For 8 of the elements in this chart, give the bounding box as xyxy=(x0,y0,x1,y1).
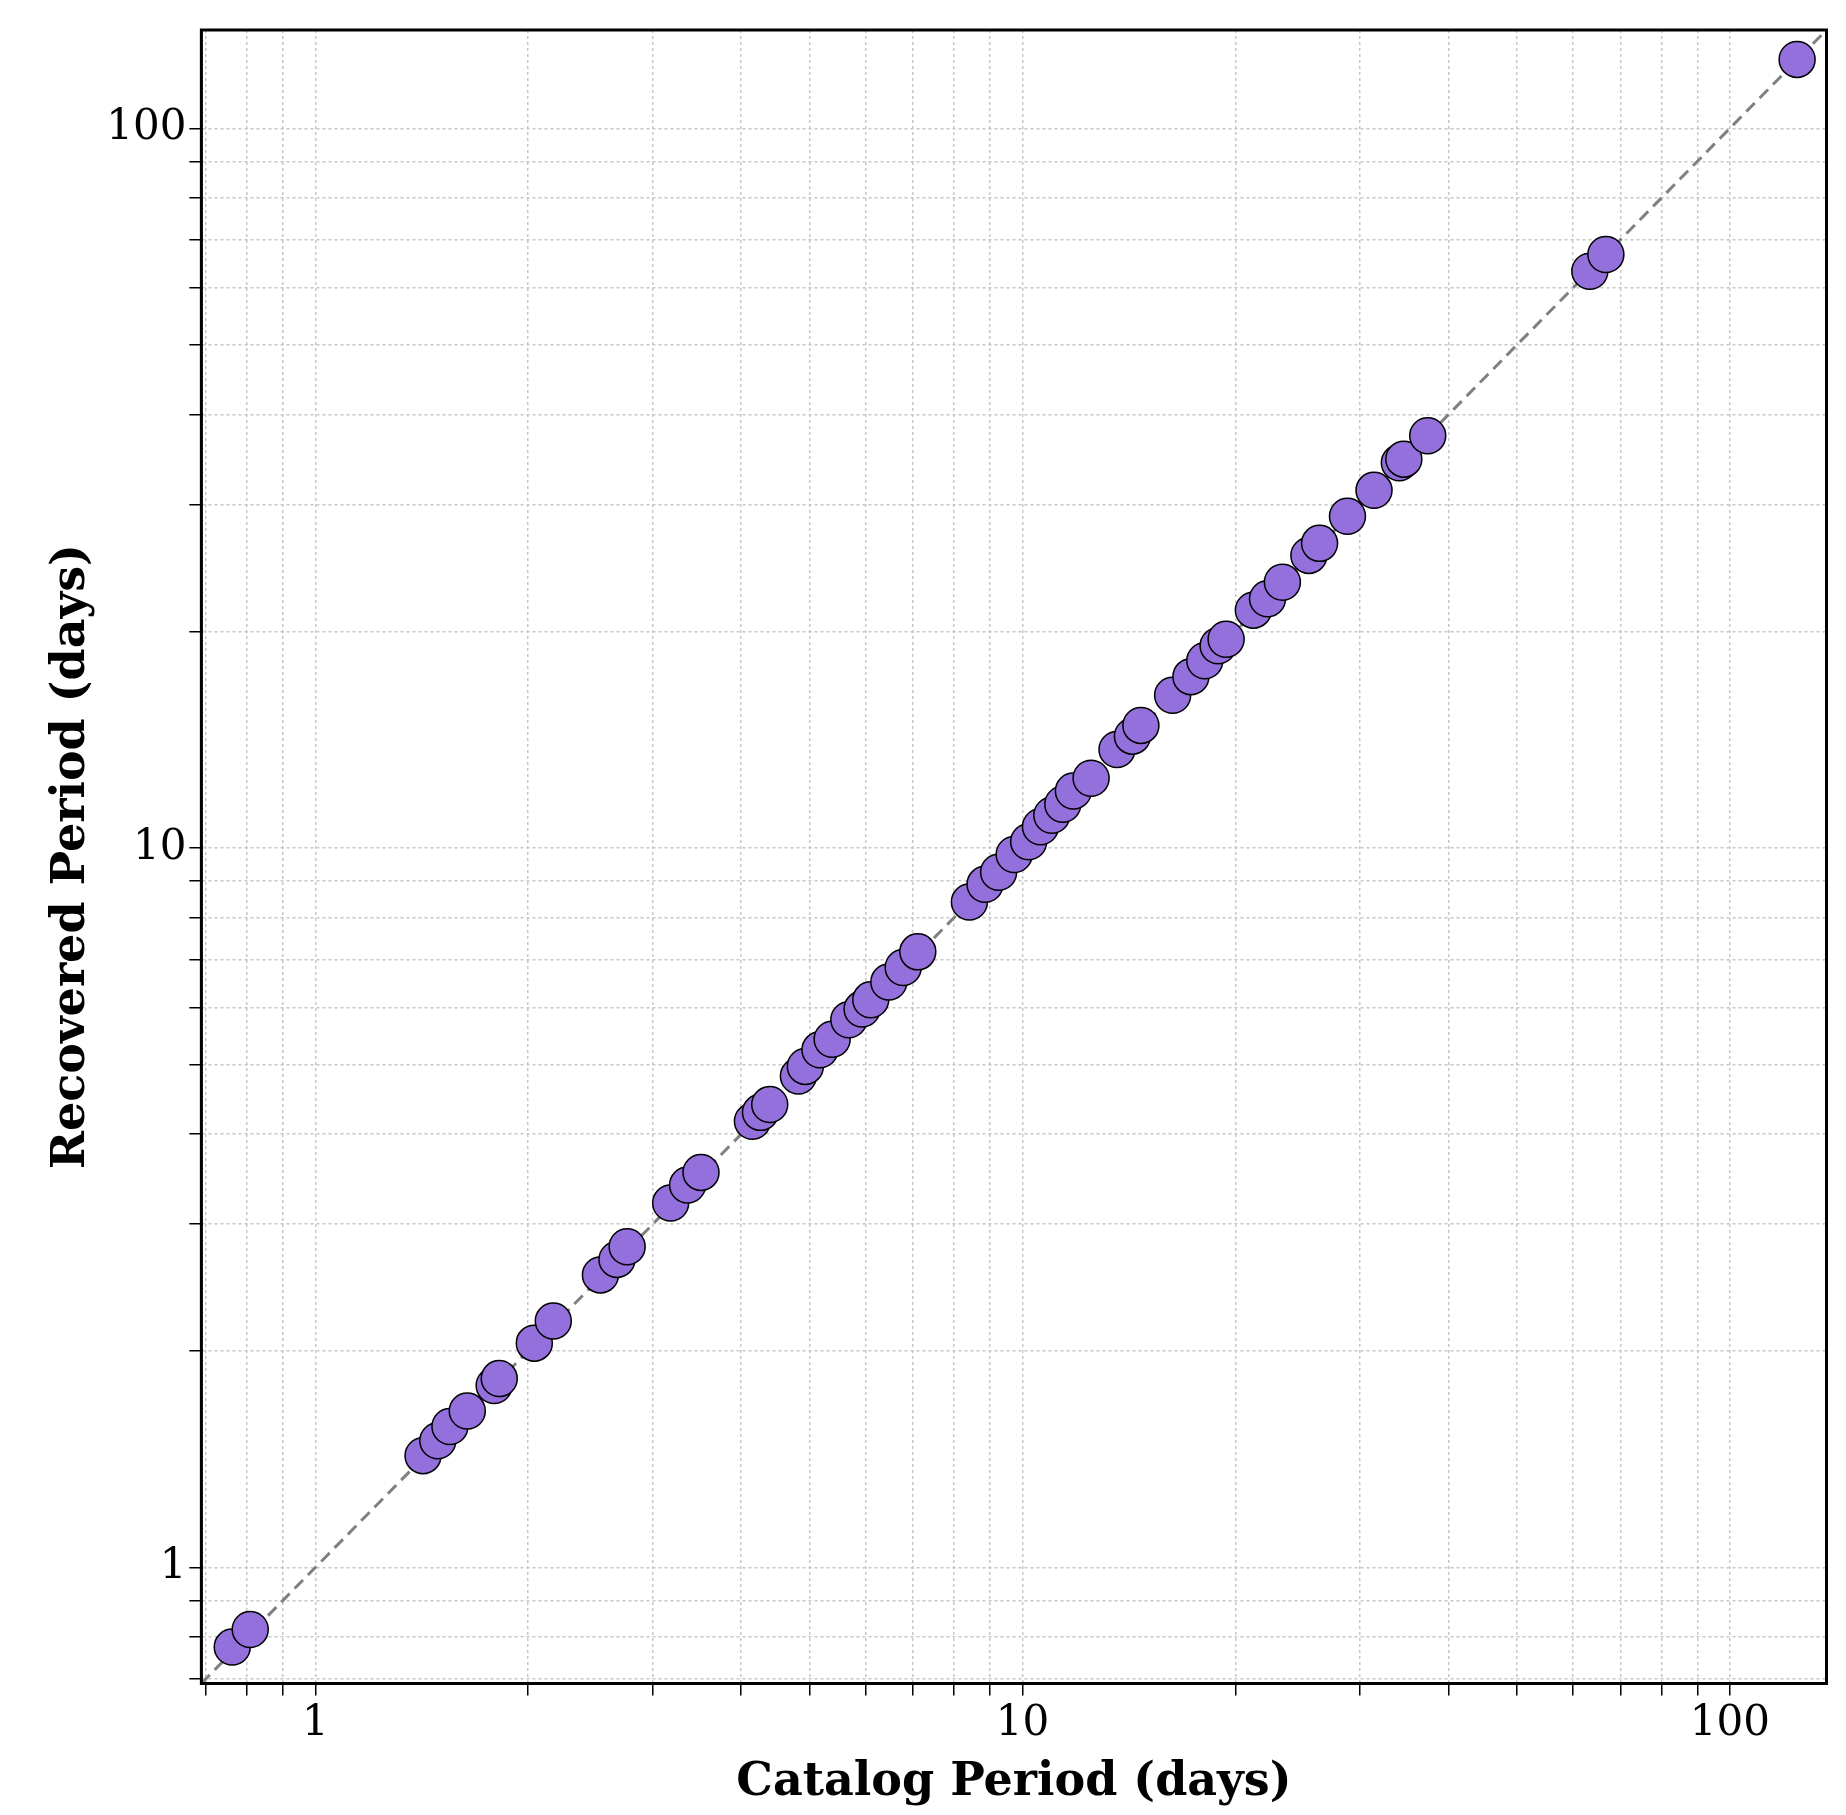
x-axis-title: Catalog Period (days) xyxy=(736,1752,1292,1807)
x-tick-label: 1 xyxy=(301,1695,329,1745)
y-tick-label: 10 xyxy=(132,819,187,869)
y-tick-label: 1 xyxy=(159,1539,187,1589)
y-tick-label: 100 xyxy=(106,100,187,150)
y-axis-title: Recovered Period (days) xyxy=(40,544,95,1170)
x-tick-label: 10 xyxy=(995,1695,1050,1745)
x-tick-label: 100 xyxy=(1689,1695,1770,1745)
